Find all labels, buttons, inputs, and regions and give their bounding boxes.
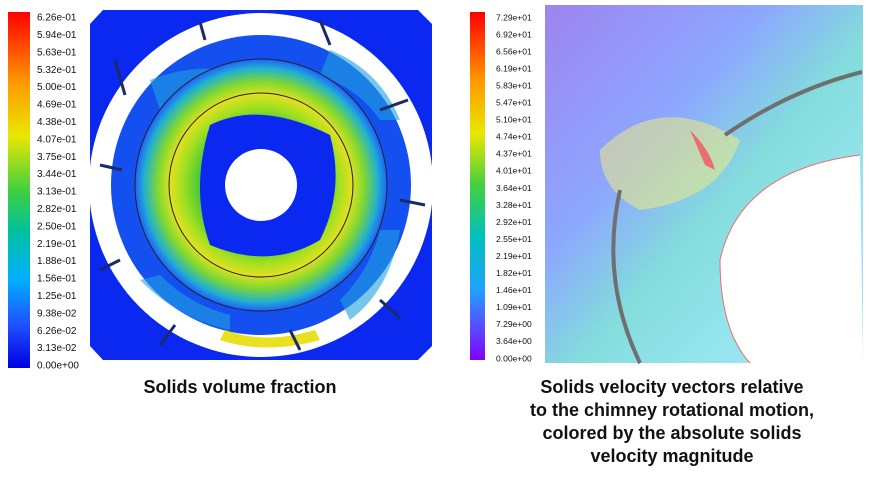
colorbar-label: 1.82e+01 xyxy=(496,268,532,278)
colorbar-label: 3.75e-01 xyxy=(37,152,77,163)
caption: colored by the absolute solids xyxy=(542,423,801,443)
caption: Solids velocity vectors relative xyxy=(540,377,803,397)
colorbar-label: 5.10e+01 xyxy=(496,115,532,125)
colorbar-label: 1.56e-01 xyxy=(37,274,77,285)
colorbar xyxy=(8,12,30,368)
colorbar-label: 4.74e+01 xyxy=(496,132,532,142)
caption: velocity magnitude xyxy=(590,446,753,466)
colorbar-label: 5.47e+01 xyxy=(496,98,532,108)
colorbar-label: 4.38e-01 xyxy=(37,117,77,128)
colorbar-label: 5.00e-01 xyxy=(37,82,77,93)
colorbar-label: 5.63e-01 xyxy=(37,47,77,58)
colorbar-label: 7.29e+01 xyxy=(496,12,532,22)
colorbar-label: 2.55e+01 xyxy=(496,234,532,244)
colorbar-label: 6.19e+01 xyxy=(496,63,532,73)
velocity-vectors-image xyxy=(545,5,863,363)
colorbar-label: 1.46e+01 xyxy=(496,285,532,295)
colorbar-label: 3.64e+00 xyxy=(496,336,532,346)
colorbar-label: 0.00e+00 xyxy=(496,353,532,363)
colorbar-label: 3.13e-02 xyxy=(37,343,77,354)
colorbar-label: 7.29e+00 xyxy=(496,319,532,329)
figure: 6.26e-01 5.94e-01 5.63e-01 5.32e-01 5.00e-01… xyxy=(0,0,870,480)
colorbar-label: 1.88e-01 xyxy=(37,256,77,267)
colorbar-label: 6.56e+01 xyxy=(496,46,532,56)
colorbar-label: 2.50e-01 xyxy=(37,221,77,232)
colorbar-label: 2.19e-01 xyxy=(37,239,77,250)
colorbar-label: 6.26e-02 xyxy=(37,326,77,337)
caption: Solids volume fraction xyxy=(143,377,336,397)
colorbar-label: 4.69e-01 xyxy=(37,100,77,111)
colorbar-label: 6.92e+01 xyxy=(496,29,532,39)
colorbar-label: 3.13e-01 xyxy=(37,187,77,198)
colorbar-label: 5.94e-01 xyxy=(37,30,77,41)
colorbar-label: 9.38e-02 xyxy=(37,308,77,319)
volume-fraction-image xyxy=(89,10,433,360)
colorbar-label: 3.64e+01 xyxy=(496,183,532,193)
colorbar-label: 4.01e+01 xyxy=(496,166,532,176)
colorbar-label: 2.19e+01 xyxy=(496,251,532,261)
colorbar-label: 5.32e-01 xyxy=(37,65,77,76)
colorbar-label: 1.25e-01 xyxy=(37,291,77,302)
colorbar-label: 3.44e-01 xyxy=(37,169,77,180)
colorbar-label: 4.37e+01 xyxy=(496,149,532,159)
colorbar-label: 5.83e+01 xyxy=(496,80,532,90)
colorbar-label: 6.26e-01 xyxy=(37,13,77,24)
colorbar-label: 1.09e+01 xyxy=(496,302,532,312)
colorbar-label: 4.07e-01 xyxy=(37,134,77,145)
colorbar-label: 3.28e+01 xyxy=(496,200,532,210)
colorbar-label: 2.92e+01 xyxy=(496,217,532,227)
colorbar xyxy=(470,12,485,360)
caption: to the chimney rotational motion, xyxy=(530,400,814,420)
colorbar-label: 2.82e-01 xyxy=(37,204,77,215)
colorbar-label: 0.00e+00 xyxy=(37,361,79,372)
